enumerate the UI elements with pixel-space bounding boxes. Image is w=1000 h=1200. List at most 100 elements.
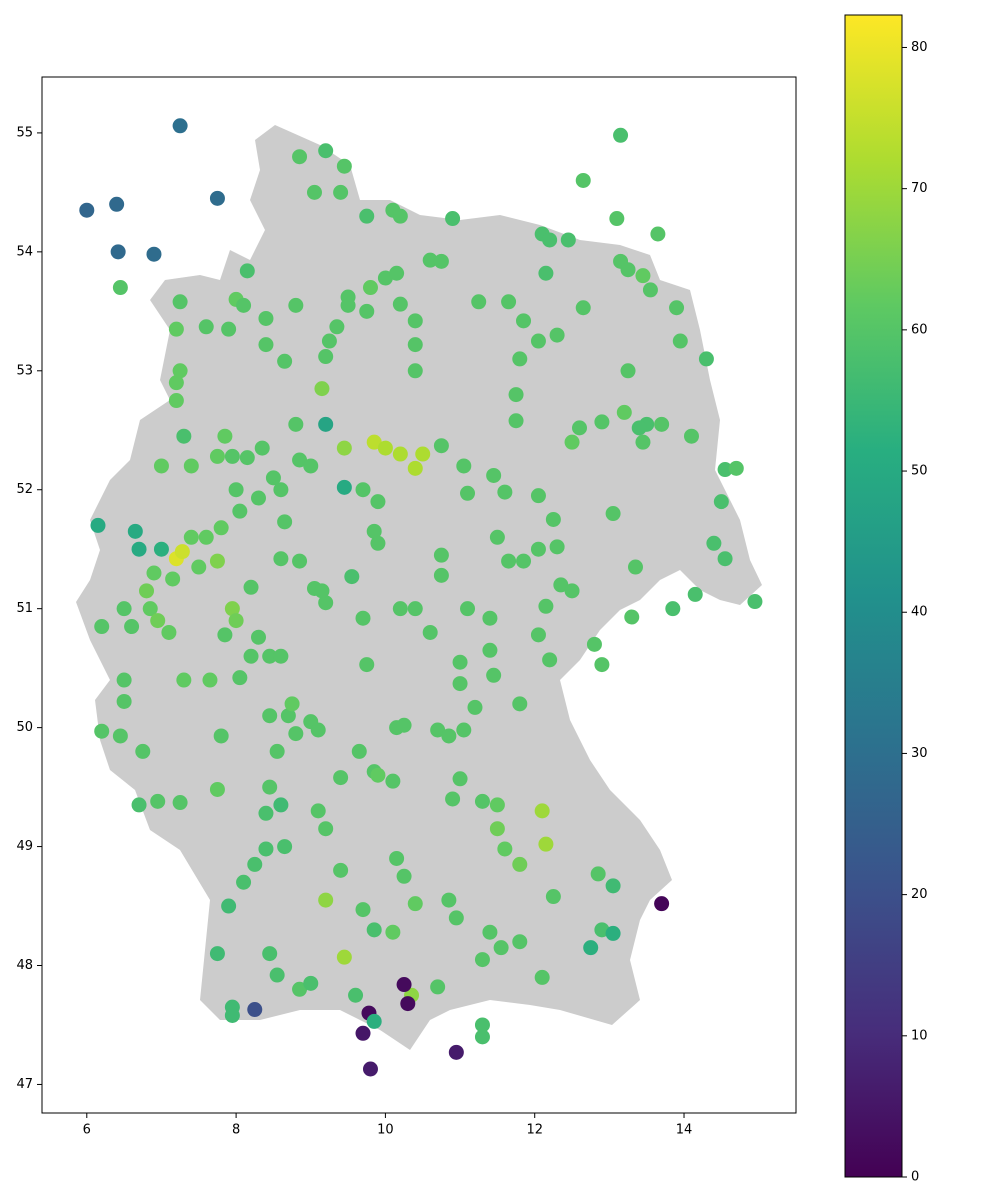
station-point: [348, 987, 364, 1003]
colorbar: [844, 14, 903, 1178]
station-point: [198, 529, 214, 545]
station-point: [542, 652, 558, 668]
station-point: [433, 253, 449, 269]
station-point: [265, 470, 281, 486]
station-point: [389, 850, 405, 866]
station-point: [407, 337, 423, 353]
station-point: [318, 595, 334, 611]
station-point: [183, 458, 199, 474]
station-point: [318, 143, 334, 159]
station-point: [176, 672, 192, 688]
station-point: [90, 517, 106, 533]
station-point: [239, 263, 255, 279]
station-point: [482, 924, 498, 940]
station-point: [392, 601, 408, 617]
station-point: [262, 708, 278, 724]
y-tick-label: 53: [16, 363, 33, 378]
station-point: [545, 889, 561, 905]
station-point: [355, 482, 371, 498]
station-point: [224, 1007, 240, 1023]
station-point: [385, 924, 401, 940]
station-point: [497, 841, 513, 857]
station-point: [247, 856, 263, 872]
station-point: [534, 803, 550, 819]
colorbar-tick-label: 80: [911, 40, 928, 55]
station-point: [277, 353, 293, 369]
station-point: [172, 294, 188, 310]
station-point: [594, 414, 610, 430]
y-tick-label: 55: [16, 125, 33, 140]
station-point: [620, 363, 636, 379]
station-point: [209, 946, 225, 962]
station-point: [321, 333, 337, 349]
station-point: [422, 624, 438, 640]
station-point: [407, 363, 423, 379]
station-point: [698, 351, 714, 367]
station-point: [333, 770, 349, 786]
station-point: [456, 458, 472, 474]
station-point: [493, 940, 509, 956]
station-point: [669, 300, 685, 316]
y-tick-label: 49: [16, 839, 33, 854]
station-point: [564, 434, 580, 450]
station-point: [127, 523, 143, 539]
station-point: [153, 458, 169, 474]
station-point: [512, 351, 528, 367]
station-point: [176, 428, 192, 444]
station-point: [366, 434, 382, 450]
station-point: [258, 337, 274, 353]
station-point: [336, 949, 352, 965]
station-point: [146, 246, 162, 262]
station-point: [336, 479, 352, 495]
station-point: [209, 553, 225, 569]
station-point: [262, 648, 278, 664]
station-point: [142, 601, 158, 617]
station-point: [292, 553, 308, 569]
colorbar-tick-label: 50: [911, 464, 928, 479]
station-point: [355, 902, 371, 918]
y-tick-label: 48: [16, 958, 33, 973]
station-point: [79, 202, 95, 218]
station-point: [635, 434, 651, 450]
station-point: [183, 529, 199, 545]
station-point: [575, 172, 591, 188]
station-point: [217, 428, 233, 444]
station-point: [292, 149, 308, 165]
station-point: [236, 874, 252, 890]
station-point: [362, 1061, 378, 1077]
station-point: [385, 773, 401, 789]
station-point: [433, 567, 449, 583]
station-point: [452, 676, 468, 692]
station-point: [109, 196, 125, 212]
colorbar-tick-label: 60: [911, 322, 928, 337]
station-point: [489, 797, 505, 813]
station-point: [624, 609, 640, 625]
station-point: [168, 375, 184, 391]
station-point: [489, 821, 505, 837]
station-point: [333, 862, 349, 878]
station-point: [672, 333, 688, 349]
station-point: [116, 672, 132, 688]
station-point: [213, 520, 229, 536]
station-point: [516, 313, 532, 329]
station-point: [474, 1029, 490, 1045]
station-point: [542, 232, 558, 248]
station-point: [717, 551, 733, 567]
station-point: [407, 601, 423, 617]
station-point: [538, 836, 554, 852]
station-point: [232, 670, 248, 686]
station-point: [277, 839, 293, 855]
station-point: [512, 934, 528, 950]
station-point: [717, 462, 733, 478]
station-point: [516, 553, 532, 569]
station-point: [318, 416, 334, 432]
station-point: [112, 280, 128, 296]
station-point: [508, 387, 524, 403]
station-point: [486, 467, 502, 483]
station-point: [471, 294, 487, 310]
station-point: [336, 440, 352, 456]
station-point: [392, 446, 408, 462]
station-point: [280, 708, 296, 724]
station-point: [359, 303, 375, 319]
station-point: [392, 296, 408, 312]
